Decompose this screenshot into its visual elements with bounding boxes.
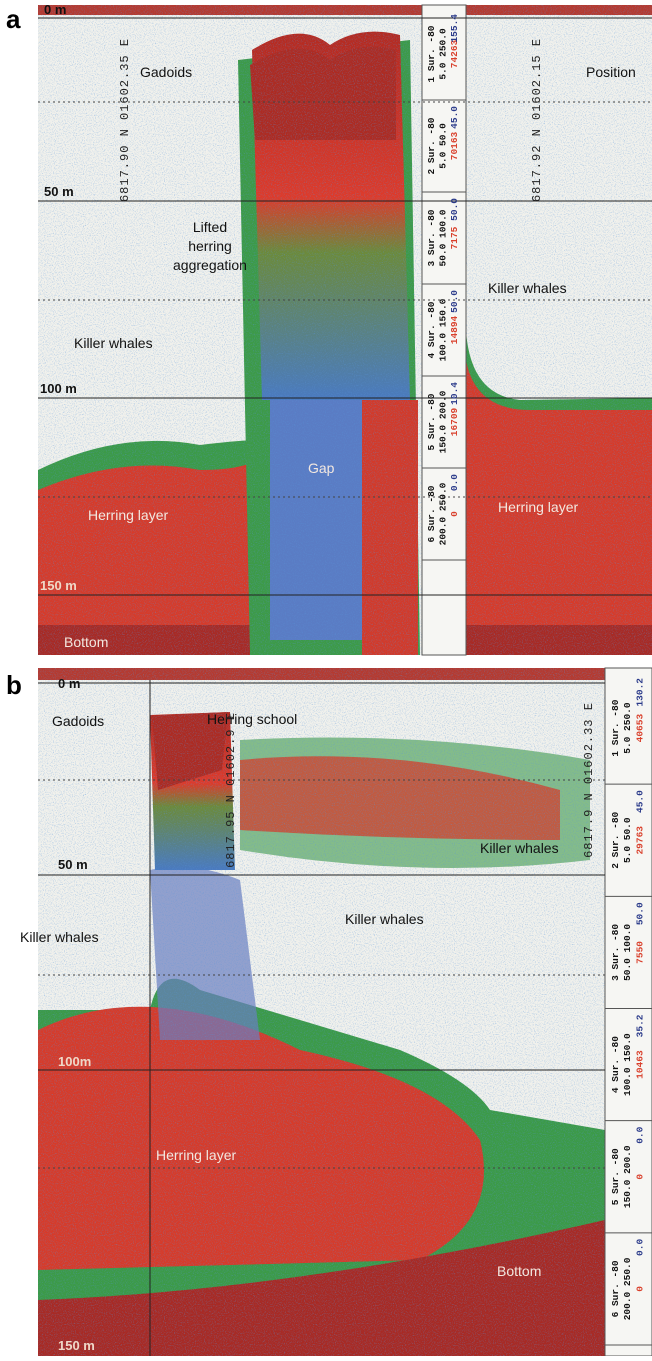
strip-text: 0.0 bbox=[634, 1239, 645, 1256]
strip-text: 155.4 bbox=[449, 14, 460, 43]
strip-text: 50.0 100.0 bbox=[622, 924, 633, 981]
strip-text: 5.0 50.0 bbox=[622, 817, 633, 863]
strip-text: 6 Sur. -80 bbox=[610, 1260, 621, 1317]
strip-text: 0.0 bbox=[634, 1126, 645, 1143]
strip-text: 100.0 150.0 bbox=[438, 298, 449, 361]
strip-text: 50.0 100.0 bbox=[438, 209, 449, 266]
strip-text: 45.0 bbox=[634, 790, 645, 813]
strip-text: 3 Sur. -80 bbox=[426, 209, 437, 266]
strip-text: 200.0 250.0 bbox=[622, 1257, 633, 1320]
annotation: Position bbox=[586, 64, 636, 80]
strip-text: 5 Sur. -80 bbox=[426, 393, 437, 450]
annotation: Gadoids bbox=[140, 64, 192, 80]
strip-text: 5 Sur. -80 bbox=[610, 1148, 621, 1205]
strip-text: 29763 bbox=[634, 826, 645, 855]
strip-text: 7550 bbox=[634, 941, 645, 964]
strip-text: 200.0 250.0 bbox=[438, 482, 449, 545]
depth-label: 50 m bbox=[58, 857, 88, 872]
figure: a 0 m 50 m 100 m 150 m Bottom Gadoids Li… bbox=[0, 0, 652, 1356]
depth-label: 0 m bbox=[58, 676, 80, 691]
annotation: Lifted bbox=[193, 219, 227, 235]
strip-text: 1 Sur. -80 bbox=[610, 699, 621, 756]
bottom-label: Bottom bbox=[64, 634, 108, 650]
position-label: 6817.90 N 01602.35 E bbox=[118, 38, 132, 202]
strip-text: 4 Sur. -80 bbox=[610, 1036, 621, 1093]
strip-text: 0 bbox=[634, 1286, 645, 1292]
strip-text: 2 Sur. -80 bbox=[610, 811, 621, 868]
bottom-label: Bottom bbox=[497, 1263, 541, 1279]
annotation: Gap bbox=[308, 460, 335, 476]
position-label: 6817.92 N 01602.15 E bbox=[530, 38, 544, 202]
annotation: Killer whales bbox=[488, 280, 567, 296]
annotation: Herring layer bbox=[156, 1147, 236, 1163]
strip-text: 150.0 200.0 bbox=[622, 1145, 633, 1208]
strip-text: 100.0 150.0 bbox=[622, 1033, 633, 1096]
strip-text: 0.0 bbox=[449, 474, 460, 491]
strip-text: 10463 bbox=[634, 1050, 645, 1079]
annotation: Killer whales bbox=[74, 335, 153, 351]
depth-label: 50 m bbox=[44, 184, 74, 199]
depth-label: 100m bbox=[58, 1054, 91, 1069]
annotation: herring bbox=[188, 238, 232, 254]
strip-text: 0 bbox=[634, 1174, 645, 1180]
annotation: Herring school bbox=[207, 711, 297, 727]
strip-text: 0 bbox=[449, 511, 460, 517]
panel-b: b 0 m 50 m 100m 150 m Bottom Gadoids Her… bbox=[6, 668, 652, 1356]
panel-label: b bbox=[6, 670, 22, 700]
strip-text: 35.2 bbox=[634, 1014, 645, 1037]
strip-text: 50.0 bbox=[449, 198, 460, 221]
strip-text: 1 Sur. -80 bbox=[426, 25, 437, 82]
annotation: Killer whales bbox=[345, 911, 424, 927]
depth-label: 150 m bbox=[58, 1338, 95, 1353]
annotation: aggregation bbox=[173, 257, 247, 273]
strip-text: 50.0 bbox=[449, 290, 460, 313]
annotation: Herring layer bbox=[498, 499, 578, 515]
strip-text: 40653 bbox=[634, 714, 645, 743]
annotation: Killer whales bbox=[480, 840, 559, 856]
strip-text: 150.0 200.0 bbox=[438, 390, 449, 453]
strip-text: 5.0 50.0 bbox=[438, 123, 449, 169]
annotation: Gadoids bbox=[52, 713, 104, 729]
strip-text: 2 Sur. -80 bbox=[426, 117, 437, 174]
strip-text: 5.0 250.0 bbox=[438, 28, 449, 80]
panel-a: a 0 m 50 m 100 m 150 m Bottom Gadoids Li… bbox=[6, 2, 652, 655]
panel-label: a bbox=[6, 4, 21, 34]
strip-text: 4 Sur. -80 bbox=[426, 301, 437, 358]
strip-text: 130.2 bbox=[634, 678, 645, 707]
strip-text: 10.4 bbox=[449, 382, 460, 405]
depth-label: 150 m bbox=[40, 578, 77, 593]
strip-text: 5.0 250.0 bbox=[622, 702, 633, 754]
strip-text: 6 Sur. -80 bbox=[426, 485, 437, 542]
speckle bbox=[38, 668, 605, 1356]
strip-text: 16709 bbox=[449, 407, 460, 436]
annotation: Killer whales bbox=[20, 929, 99, 945]
strip-text: 45.0 bbox=[449, 106, 460, 129]
strip-text: 3 Sur. -80 bbox=[610, 924, 621, 981]
strip-text: 50.0 bbox=[634, 902, 645, 925]
strip-text: 70163 bbox=[449, 131, 460, 160]
strip-text: 7175 bbox=[449, 226, 460, 249]
depth-label: 0 m bbox=[44, 2, 66, 17]
annotation: Herring layer bbox=[88, 507, 168, 523]
position-label: 6817.9 N 01602.33 E bbox=[582, 702, 596, 858]
depth-label: 100 m bbox=[40, 381, 77, 396]
strip-text: 74263 bbox=[449, 39, 460, 68]
position-label: 6817.95 N 01602.9 E bbox=[224, 712, 238, 868]
strip-text: 14894 bbox=[449, 315, 460, 344]
